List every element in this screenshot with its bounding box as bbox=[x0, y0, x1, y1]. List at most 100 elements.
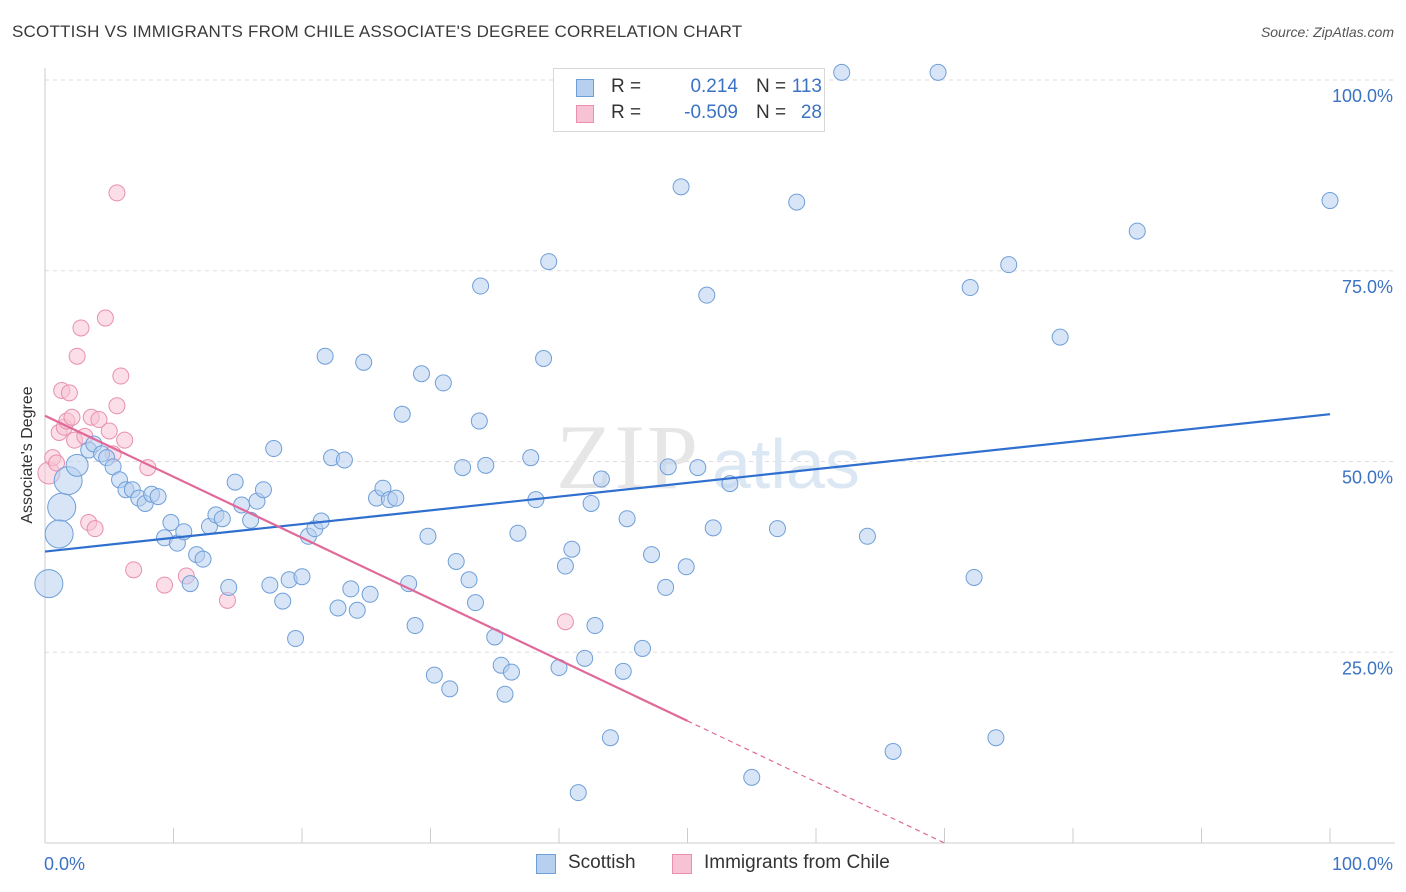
scottish-point bbox=[348, 601, 366, 619]
source-credit: Source: ZipAtlas.com bbox=[1260, 24, 1394, 40]
watermark-zip: ZIP bbox=[556, 406, 700, 508]
chile-point bbox=[68, 347, 86, 365]
scottish-point bbox=[293, 568, 311, 586]
gridlines bbox=[45, 79, 1395, 653]
chile-point bbox=[556, 613, 574, 631]
r-label: R = bbox=[611, 102, 642, 123]
scottish-point bbox=[496, 685, 514, 703]
x-tick-label: 0.0% bbox=[44, 854, 85, 874]
chile-point bbox=[125, 561, 143, 579]
scottish-point bbox=[466, 594, 484, 612]
scottish-point bbox=[316, 347, 334, 365]
scottish-point bbox=[162, 514, 180, 532]
scottish-point bbox=[226, 473, 244, 491]
scottish-point bbox=[677, 558, 695, 576]
scottish-point bbox=[335, 451, 353, 469]
chile-point bbox=[108, 184, 126, 202]
y-tick-label: 25.0% bbox=[1342, 658, 1393, 678]
scottish-point bbox=[743, 768, 761, 786]
scottish-point bbox=[987, 729, 1005, 747]
chile-point bbox=[108, 397, 126, 415]
chile-trend-line bbox=[44, 414, 688, 722]
scottish-point bbox=[657, 578, 675, 596]
y-axis-label: Associate's Degree bbox=[19, 386, 36, 524]
r-value: -0.509 bbox=[684, 102, 738, 123]
chile-point bbox=[72, 319, 90, 337]
scottish-point bbox=[535, 349, 553, 367]
scottish-point bbox=[586, 617, 604, 635]
scottish-point bbox=[643, 546, 661, 564]
scottish-trend-line bbox=[44, 413, 1331, 553]
scottish-point bbox=[634, 639, 652, 657]
scottish-point bbox=[434, 374, 452, 392]
scottish-point bbox=[689, 459, 707, 477]
scottish-point bbox=[858, 527, 876, 545]
scottish-point bbox=[1321, 192, 1339, 210]
legend-label-chile: Immigrants from Chile bbox=[704, 852, 890, 873]
r-value: 0.214 bbox=[690, 76, 738, 97]
scottish-point bbox=[582, 494, 600, 512]
n-value: 28 bbox=[800, 102, 822, 123]
scottish-point bbox=[261, 576, 279, 594]
scottish-point bbox=[220, 578, 238, 596]
n-label: N = bbox=[756, 102, 787, 123]
scottish-point bbox=[181, 575, 199, 593]
scottish-point bbox=[618, 510, 636, 528]
scottish-point bbox=[477, 456, 495, 474]
scottish-point bbox=[419, 527, 437, 545]
n-value: 113 bbox=[791, 76, 822, 97]
watermark: ZIP atlas bbox=[556, 406, 860, 508]
scottish-point bbox=[472, 277, 490, 295]
scottish-point bbox=[965, 568, 983, 586]
scottish-point bbox=[342, 580, 360, 598]
legend-label-scottish: Scottish bbox=[568, 852, 636, 873]
scottish-point bbox=[929, 63, 947, 81]
scottish-point bbox=[242, 511, 260, 529]
chile-point bbox=[112, 367, 130, 385]
chile-point bbox=[63, 408, 81, 426]
scottish-point bbox=[563, 540, 581, 558]
scottish-point bbox=[387, 489, 405, 507]
scottish-point bbox=[961, 279, 979, 297]
scottish-points bbox=[34, 63, 1339, 802]
chile-point bbox=[86, 520, 104, 538]
scottish-point bbox=[254, 481, 272, 499]
scottish-point bbox=[522, 449, 540, 467]
watermark-atlas: atlas bbox=[712, 425, 860, 503]
y-tick-label: 100.0% bbox=[1332, 86, 1393, 106]
chart-title: SCOTTISH VS IMMIGRANTS FROM CHILE ASSOCI… bbox=[12, 22, 743, 41]
scottish-point bbox=[447, 552, 465, 570]
chile-point bbox=[90, 411, 108, 429]
stats-legend: R = 0.214 N = 113 R = -0.509 N = 28 bbox=[553, 68, 825, 132]
x-tick-label: 100.0% bbox=[1332, 854, 1393, 874]
chile-point bbox=[100, 422, 118, 440]
scottish-point bbox=[194, 550, 212, 568]
scottish-point bbox=[1000, 256, 1018, 274]
scottish-point bbox=[274, 592, 292, 610]
chile-point bbox=[156, 576, 174, 594]
scottish-point bbox=[355, 353, 373, 371]
scottish-point bbox=[569, 784, 587, 802]
chile-swatch bbox=[576, 105, 594, 123]
y-tick-label: 75.0% bbox=[1342, 277, 1393, 297]
scottish-point bbox=[460, 571, 478, 589]
scottish-point bbox=[502, 663, 520, 681]
scottish-point bbox=[47, 492, 77, 522]
scottish-point bbox=[540, 253, 558, 271]
scottish-point bbox=[454, 459, 472, 477]
scottish-point bbox=[509, 524, 527, 542]
scottish-point bbox=[470, 412, 488, 430]
trend-lines bbox=[44, 413, 1331, 844]
scottish-point bbox=[698, 286, 716, 304]
scottish-point bbox=[704, 519, 722, 537]
chile-trend-extension bbox=[687, 720, 945, 844]
scottish-point bbox=[65, 453, 89, 477]
scottish-point bbox=[672, 178, 690, 196]
scottish-point bbox=[34, 569, 64, 599]
scottish-point bbox=[884, 742, 902, 760]
scottish-point bbox=[406, 617, 424, 635]
scottish-point bbox=[361, 585, 379, 603]
scottish-point bbox=[833, 63, 851, 81]
scottish-point bbox=[149, 488, 167, 506]
